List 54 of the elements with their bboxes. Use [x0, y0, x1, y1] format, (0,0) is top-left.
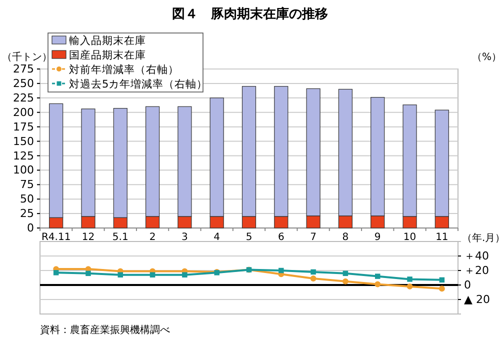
- chart-title: 図４ 豚肉期末在庫の推移: [172, 6, 328, 22]
- y-tick-label: 75: [20, 178, 34, 192]
- y-tick-label: ▲ 20: [464, 293, 490, 306]
- x-tick-label: 8: [342, 232, 349, 243]
- y-tick-label: ＋20: [464, 264, 489, 278]
- legend-label: 対過去5カ年増減率（右軸）: [69, 78, 208, 90]
- legend-label: 国産品期末在庫: [69, 48, 146, 62]
- x-tick-label: 9: [374, 232, 381, 243]
- point: [342, 278, 348, 284]
- point: [342, 270, 348, 276]
- y-tick-label: 125: [13, 149, 34, 162]
- x-tick-label: 3: [182, 232, 188, 243]
- x-tick-label: 4: [214, 232, 220, 243]
- point: [406, 283, 413, 290]
- y-tick-label: 225: [13, 91, 34, 104]
- point: [310, 269, 316, 275]
- text: （%）: [472, 52, 500, 63]
- y-tick-label: 25: [20, 207, 34, 220]
- x-tick-label: R4.11: [41, 232, 71, 243]
- point: [439, 277, 445, 283]
- y-tick-label: 0: [27, 222, 34, 235]
- point: [278, 268, 284, 274]
- point: [182, 272, 188, 278]
- y-tick-label: 200: [13, 106, 34, 119]
- point: [374, 281, 381, 288]
- point: [53, 270, 59, 276]
- y-tick-label: 175: [13, 120, 34, 134]
- point: [374, 274, 380, 279]
- y-tick-label: 0: [464, 278, 471, 292]
- x-tick-label: 5: [246, 232, 252, 243]
- point: [150, 272, 156, 278]
- point: [310, 276, 316, 282]
- y-tick-label: 50: [20, 192, 34, 206]
- legend-label: 対前年増減率（右軸）: [69, 63, 179, 76]
- y-axis-title: （千トン）: [2, 51, 52, 63]
- x-axis-title: （年.月）: [462, 232, 500, 244]
- x-tick-label: 12: [82, 232, 95, 243]
- y-tick-label: 275: [13, 62, 34, 76]
- point: [407, 276, 412, 282]
- legend-label: 輸入品期末在庫: [69, 34, 146, 47]
- x-tick-label: 2: [149, 232, 156, 243]
- x-tick-label: 10: [403, 232, 416, 243]
- x-tick-label: 5.1: [112, 232, 128, 243]
- x-tick-label: 6: [278, 232, 284, 243]
- point: [86, 270, 91, 276]
- y-tick-label: 250: [13, 76, 34, 90]
- point: [118, 272, 124, 278]
- y-tick-label: 150: [13, 134, 34, 148]
- x-tick-label: 11: [436, 232, 448, 243]
- y-tick-label: 100: [13, 164, 34, 177]
- y-tick-label: ＋40: [464, 250, 489, 263]
- point: [438, 286, 445, 292]
- x-tick-label: 7: [310, 232, 316, 243]
- text: 資料：農畜産業振興機構調べ: [40, 324, 170, 336]
